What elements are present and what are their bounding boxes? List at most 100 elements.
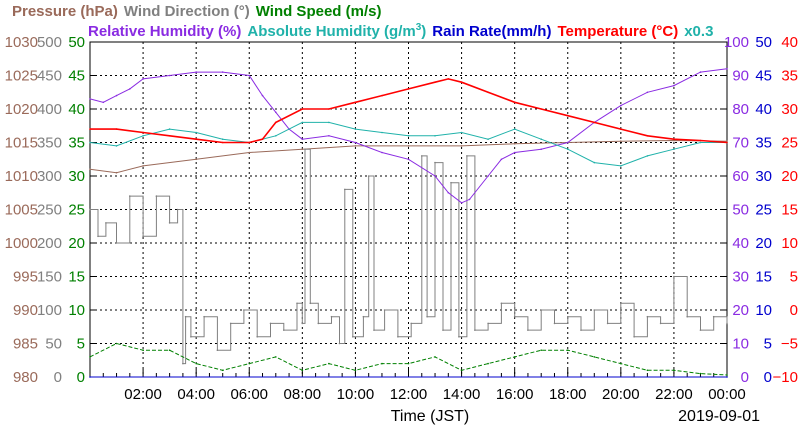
speed-tick-label: 20 [68, 235, 85, 252]
data-point [248, 151, 251, 154]
data-point [620, 140, 622, 142]
temperature-tick-label: 40 [781, 34, 798, 51]
data-point [269, 322, 272, 325]
data-point [487, 138, 489, 140]
data-point [646, 315, 649, 318]
data-point [460, 131, 463, 134]
data-point [407, 135, 410, 137]
humidity-tick-label: 80 [732, 101, 749, 118]
date-label: 2019-09-01 [678, 408, 760, 425]
data-point [344, 188, 346, 191]
data-point [168, 135, 171, 137]
data-point [726, 322, 728, 325]
data-point [367, 175, 370, 177]
data-point [97, 235, 99, 238]
x-tick-label: 16:00 [496, 386, 534, 403]
temperature-tick-label: 10 [781, 235, 798, 252]
pressure-tick-label: 1020 [5, 101, 38, 118]
data-point [381, 94, 383, 97]
data-point [216, 349, 219, 352]
data-point [410, 322, 413, 325]
speed-tick-label: 10 [68, 302, 85, 319]
data-point [442, 329, 444, 331]
pressure-tick-label: 980 [13, 369, 38, 386]
data-point [699, 71, 702, 73]
data-point [195, 362, 197, 365]
x-axis: 02:00 04:00 06:00 08:00 10:00 12:00 14:00 16:00… [124, 386, 745, 403]
series-line-1 [90, 148, 728, 365]
data-point [142, 165, 144, 167]
data-point [203, 315, 205, 318]
data-point [726, 68, 728, 70]
humidity-tick-label: 30 [732, 269, 749, 286]
humidity-tick-label: 0 [741, 369, 749, 386]
legend-entry: x0.3 [684, 23, 713, 40]
data-point [89, 128, 91, 130]
data-point [221, 141, 224, 144]
x-tick-label: 18:00 [549, 386, 587, 403]
data-point [620, 362, 622, 365]
humidity-tick-label: 70 [732, 135, 749, 152]
data-point [195, 131, 197, 134]
data-point [553, 322, 556, 325]
temperature-tick-label: −10 [773, 369, 798, 386]
data-point [115, 128, 118, 130]
humidity-tick-label: 90 [732, 68, 749, 85]
legend-entry: Relative Humidity (%) [88, 23, 241, 40]
data-point [354, 141, 357, 144]
data-point [221, 138, 224, 140]
data-point [221, 369, 224, 372]
legend-superscript: 3 [416, 22, 422, 33]
series-group [89, 68, 728, 378]
data-point [593, 356, 596, 358]
data-point [89, 98, 91, 100]
pressure-tick-label: 985 [13, 336, 38, 353]
data-point [468, 198, 471, 201]
data-point [567, 148, 569, 150]
legend-entry: Wind Direction (°) [124, 3, 250, 20]
humidity-tick-label: 100 [724, 34, 749, 51]
data-point [460, 81, 463, 83]
data-point [620, 302, 622, 305]
data-point [243, 309, 245, 311]
data-point [283, 329, 285, 331]
data-point [142, 131, 144, 134]
data-point [338, 342, 341, 345]
data-point [620, 104, 622, 107]
data-point [474, 329, 476, 331]
data-point [460, 145, 463, 147]
pressure-tick-label: 1010 [5, 168, 38, 185]
direction-tick-label: 400 [37, 101, 62, 118]
data-point [513, 128, 516, 130]
data-point [606, 322, 609, 325]
data-point [659, 322, 662, 325]
rain-tick-label: 50 [755, 34, 772, 51]
data-point [301, 369, 304, 372]
speed-tick-label: 25 [68, 202, 85, 219]
data-point [115, 342, 118, 345]
data-point [352, 336, 354, 338]
humidity-tick-label: 10 [732, 336, 749, 353]
data-point [328, 362, 330, 365]
direction-tick-label: 50 [45, 336, 62, 353]
data-point [487, 362, 489, 365]
x-tick-label: 22:00 [655, 386, 693, 403]
data-point [195, 138, 197, 140]
rain-tick-label: 25 [755, 202, 772, 219]
direction-tick-label: 350 [37, 135, 62, 152]
data-point [195, 158, 197, 161]
rain-tick-label: 40 [755, 101, 772, 118]
x-tick-label: 20:00 [602, 386, 640, 403]
data-point [699, 139, 702, 142]
legend-row-2: Relative Humidity (%) Absolute Humidity (… [88, 22, 713, 40]
data-point [301, 138, 304, 140]
data-point [458, 336, 460, 338]
pressure-tick-label: 1025 [5, 68, 38, 85]
data-point [540, 148, 542, 150]
data-point [248, 362, 251, 365]
data-point [673, 369, 675, 372]
speed-tick-label: 45 [68, 68, 85, 85]
data-point [593, 309, 596, 311]
y-axes: 1030102510201015101010051000995990985980… [5, 34, 798, 386]
